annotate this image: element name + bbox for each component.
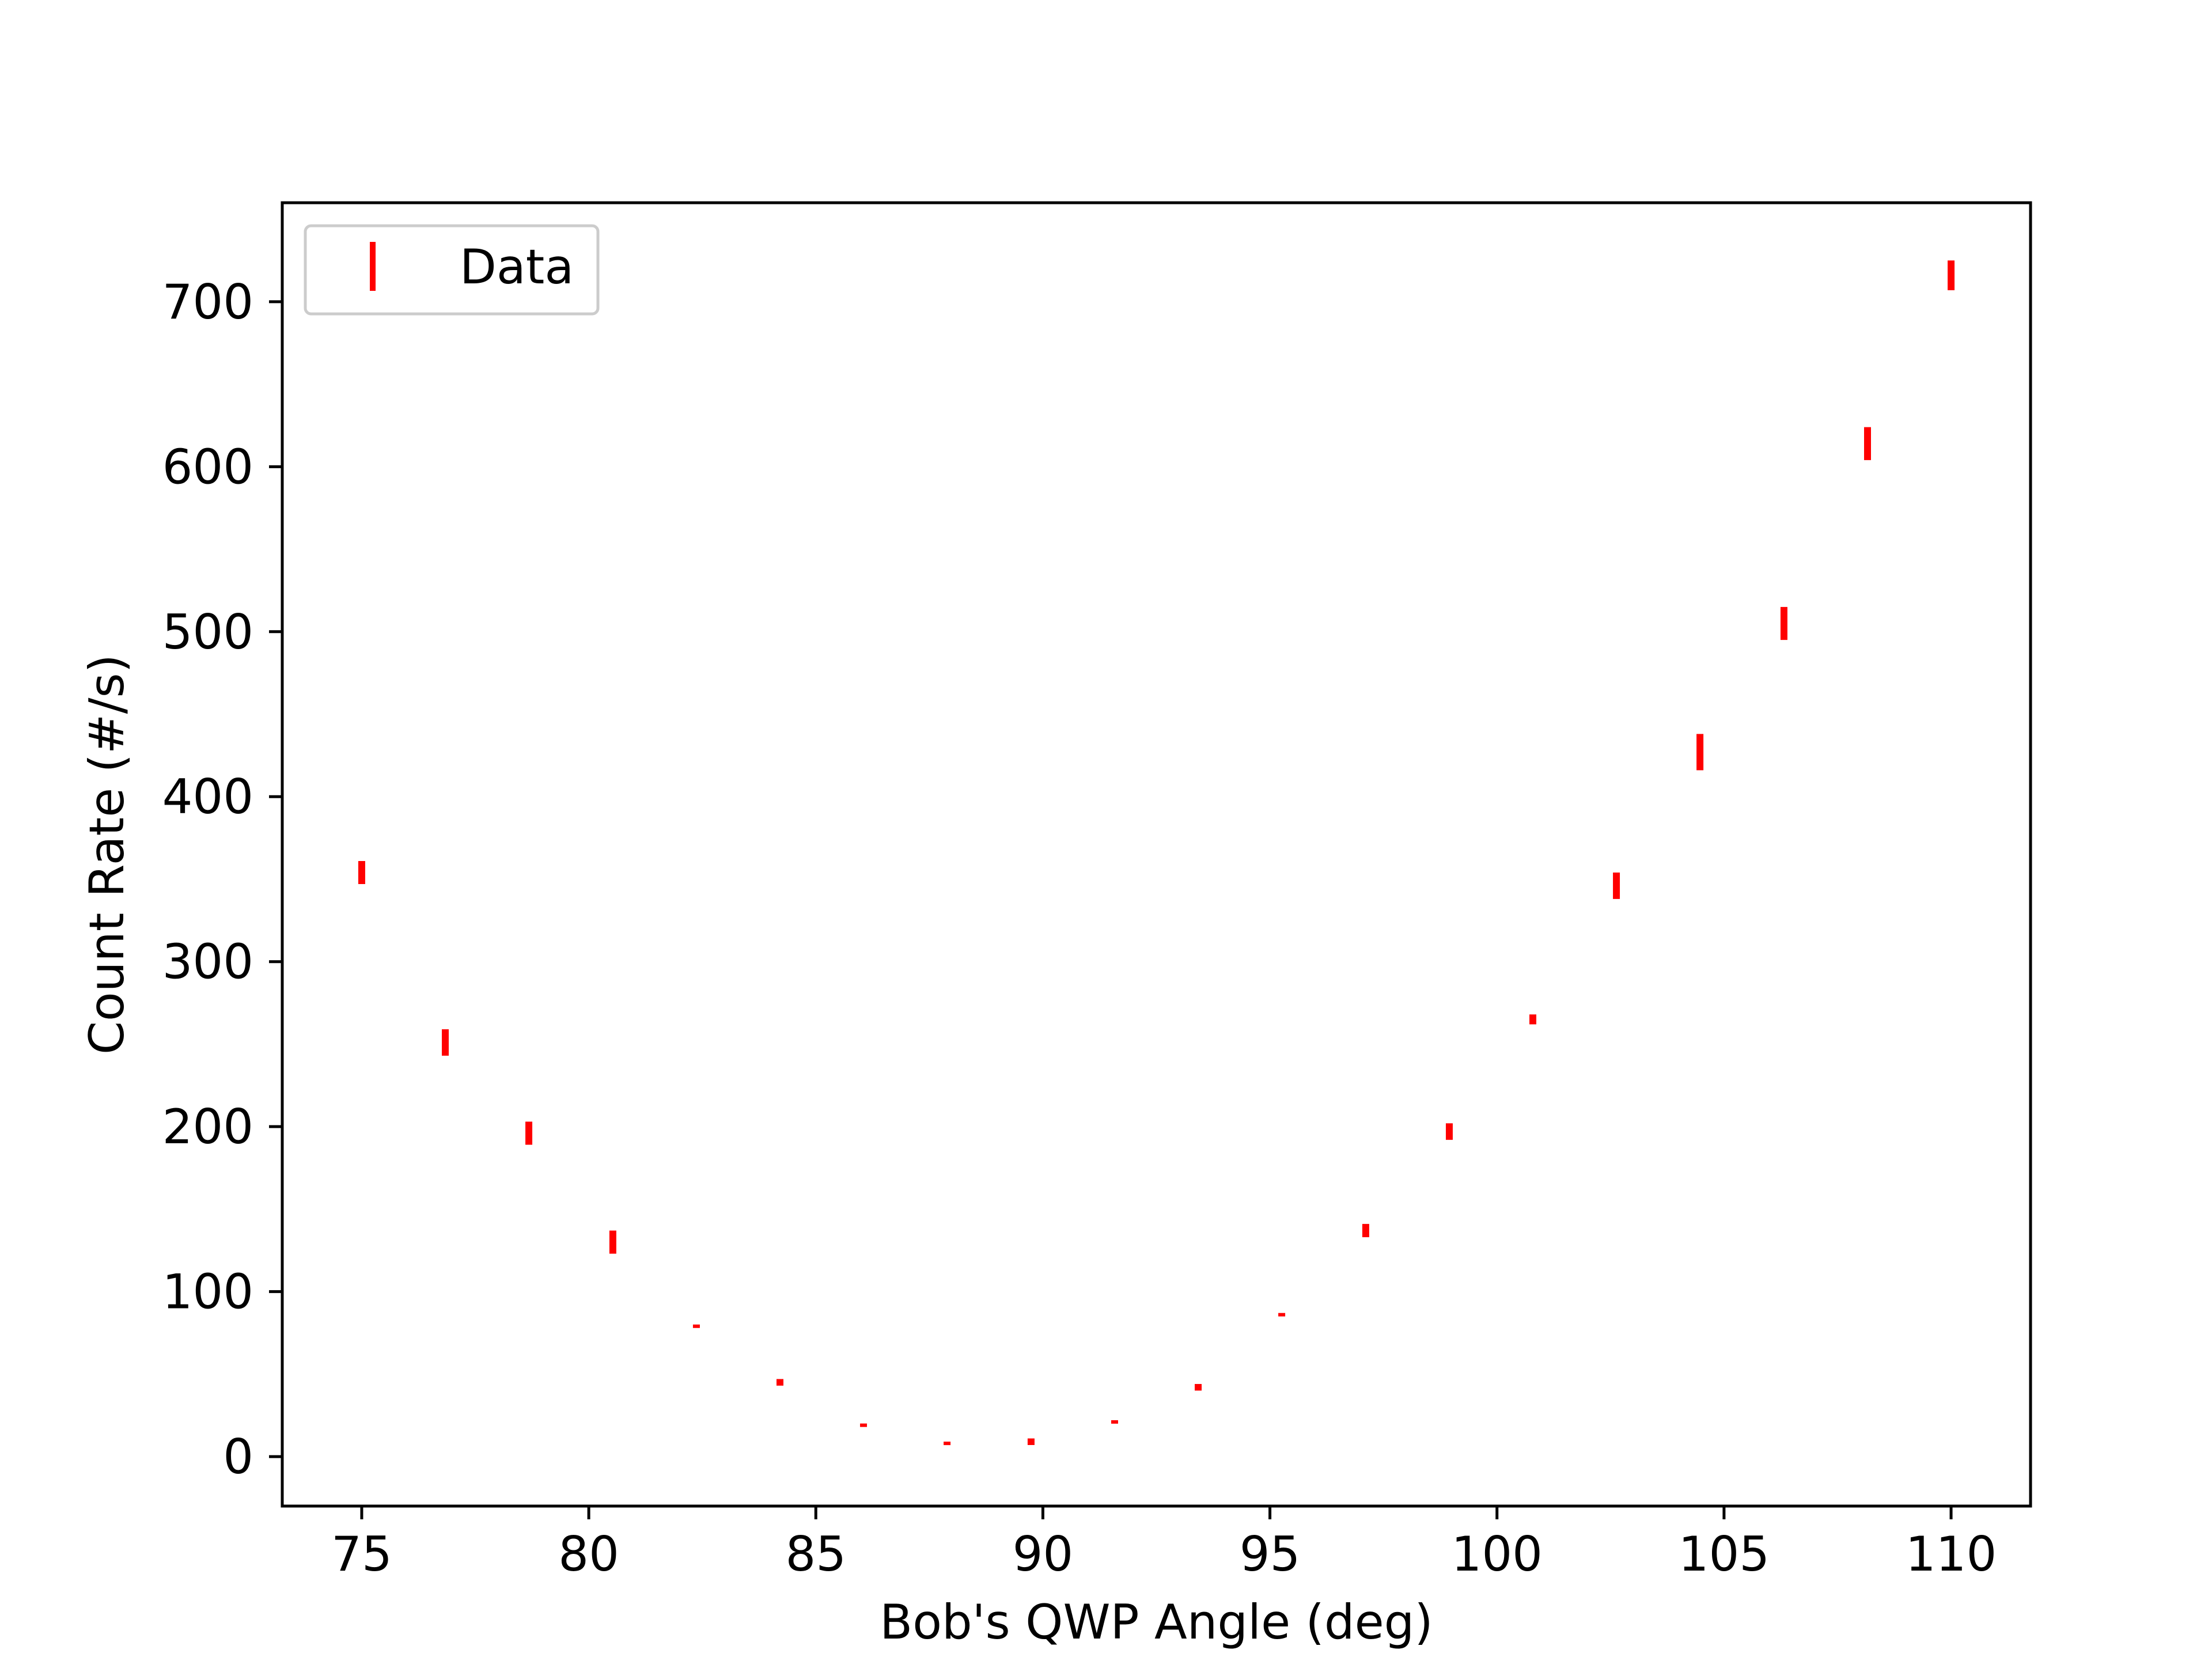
x-axis-label: Bob's QWP Angle (deg) bbox=[880, 1594, 1433, 1650]
x-tick-label: 105 bbox=[1679, 1526, 1770, 1582]
x-tick-label: 80 bbox=[558, 1526, 619, 1582]
y-tick-label: 100 bbox=[162, 1264, 253, 1320]
legend-box bbox=[304, 224, 600, 316]
x-tick-label: 110 bbox=[1906, 1526, 1997, 1582]
x-tick-label: 85 bbox=[785, 1526, 846, 1582]
x-tick-label: 90 bbox=[1013, 1526, 1074, 1582]
x-tick-label: 100 bbox=[1452, 1526, 1543, 1582]
x-tick-label: 75 bbox=[331, 1526, 392, 1582]
y-tick-label: 500 bbox=[162, 604, 253, 660]
y-tick-label: 400 bbox=[162, 769, 253, 825]
legend-label: Data bbox=[460, 239, 574, 295]
y-tick-label: 700 bbox=[162, 274, 253, 330]
y-tick-label: 200 bbox=[162, 1099, 253, 1155]
legend: Data bbox=[304, 224, 600, 316]
plot-frame bbox=[281, 201, 2032, 1508]
ticks-layer: 75 80 85 90 95 100 105 110 0 100 200 300 400 500 600 70… bbox=[162, 274, 1997, 1582]
x-tick-label: 95 bbox=[1240, 1526, 1301, 1582]
data-layer bbox=[358, 260, 1955, 1446]
y-tick-label: 600 bbox=[162, 439, 253, 495]
y-tick-label: 300 bbox=[162, 934, 253, 990]
y-axis-label: Count Rate (#/s) bbox=[79, 654, 135, 1055]
y-tick-label: 0 bbox=[223, 1429, 253, 1485]
